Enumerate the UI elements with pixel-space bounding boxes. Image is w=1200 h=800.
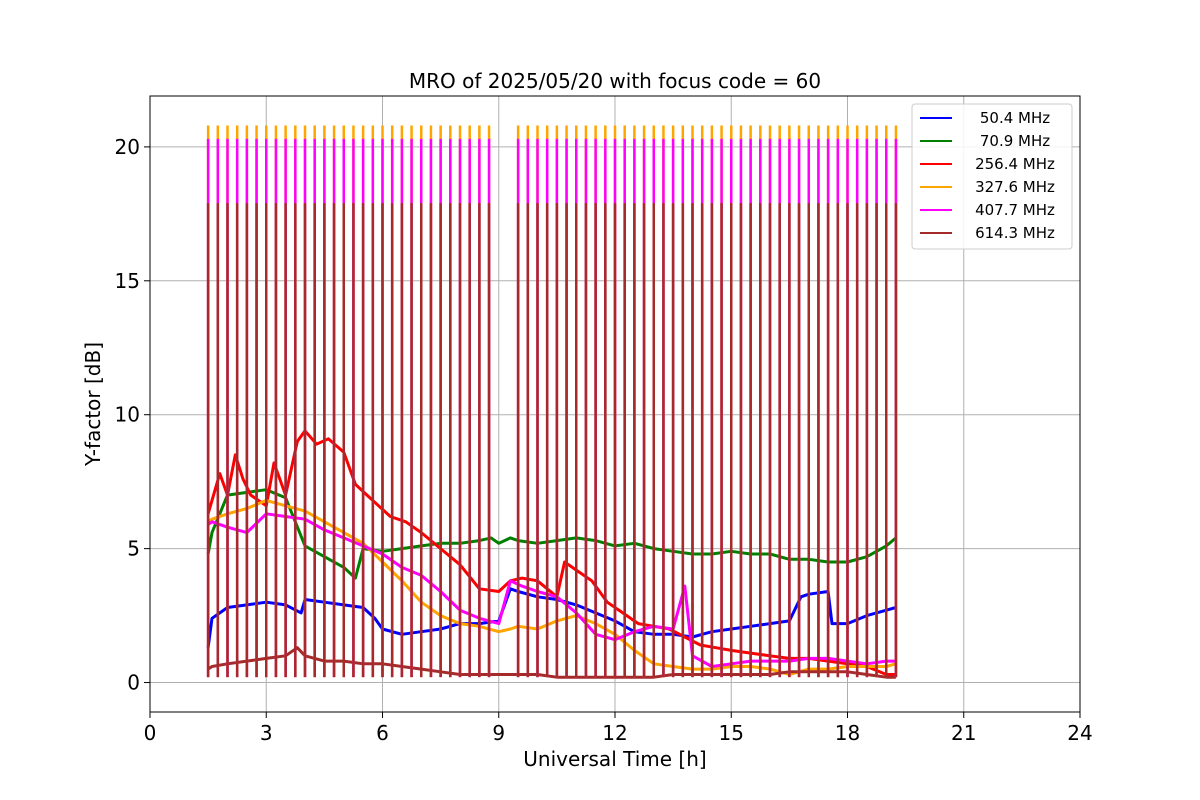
y-tick-label: 0 [127, 671, 140, 695]
x-tick-label: 18 [835, 721, 860, 745]
y-tick-label: 5 [127, 537, 140, 561]
legend-label: 256.4 MHz [975, 155, 1055, 173]
x-tick-label: 12 [602, 721, 627, 745]
spike-layer [206, 125, 898, 678]
x-tick-label: 21 [951, 721, 976, 745]
x-tick-label: 6 [376, 721, 389, 745]
legend-label: 327.6 MHz [975, 178, 1055, 196]
legend-label: 407.7 MHz [975, 201, 1055, 219]
y-tick-label: 10 [115, 403, 140, 427]
y-tick-label: 15 [115, 269, 140, 293]
x-tick-label: 3 [260, 721, 273, 745]
chart-title: MRO of 2025/05/20 with focus code = 60 [409, 69, 821, 93]
legend-label: 70.9 MHz [980, 132, 1050, 150]
x-tick-label: 24 [1067, 721, 1092, 745]
y-tick-label: 20 [115, 135, 140, 159]
legend-label: 614.3 MHz [975, 224, 1055, 242]
x-tick-label: 0 [144, 721, 157, 745]
y-axis-label: Y-factor [dB] [81, 342, 105, 467]
legend: 50.4 MHz 70.9 MHz 256.4 MHz 327.6 MHz 407.7… [911, 103, 1073, 250]
x-tick-label: 15 [719, 721, 744, 745]
legend-label: 50.4 MHz [980, 109, 1050, 127]
x-tick-label: 9 [492, 721, 505, 745]
x-axis-label: Universal Time [h] [523, 747, 706, 771]
ticks: 0 3 6 9 12 15 18 21 24 0 5 10 15 20 [115, 135, 1093, 745]
